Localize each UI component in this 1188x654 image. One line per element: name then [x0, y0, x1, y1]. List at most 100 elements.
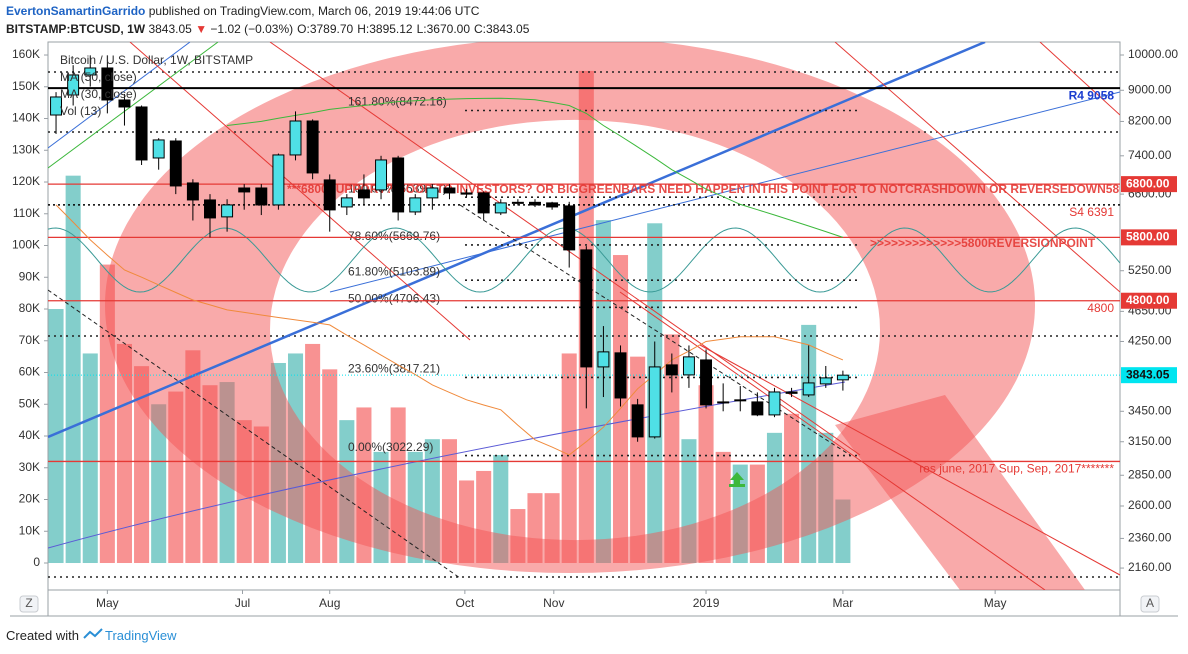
trend-line — [329, 91, 1120, 293]
candle-body — [819, 377, 832, 385]
price-label-box — [1121, 292, 1177, 309]
fib-label: 61.80%(5103.89) — [348, 264, 440, 278]
candle-body — [50, 96, 63, 116]
symbol-line: BITSTAMP:BTCUSD, 1W 3843.05 ▼ −1.02 (−0.… — [6, 22, 529, 36]
candle-body — [409, 197, 422, 213]
candle-body — [357, 189, 370, 199]
candle-body — [84, 67, 97, 76]
price-label-box — [1121, 176, 1177, 193]
y2-tick-label: 130K — [12, 142, 40, 156]
x-tick-label: Jul — [235, 596, 250, 610]
author[interactable]: EvertonSamartinGarrido — [6, 4, 146, 18]
levels-layer: 161.80%(8472.16)100.00%(6539.57)78.60%(5… — [48, 87, 1133, 476]
candle-body — [460, 192, 473, 195]
last-price: 3843.05 — [148, 22, 192, 36]
candle-body — [631, 404, 644, 438]
y-tick-label: 2600.00 — [1128, 498, 1172, 512]
candle-body — [546, 202, 559, 208]
candle-body — [785, 391, 798, 394]
volume-bar — [134, 366, 150, 564]
arrow-icon — [730, 472, 744, 486]
candle-body — [101, 67, 114, 101]
candle-body — [700, 359, 713, 406]
volume-bar — [48, 309, 64, 564]
candle-body — [751, 401, 764, 416]
candle-body — [152, 139, 165, 159]
annotation: ***6800SUPPORT? GOOD TO INVESTORS? OR BI… — [287, 182, 1133, 196]
legend-entry: Vol (13) — [60, 104, 101, 118]
y2-tick-label: 110K — [13, 206, 40, 220]
scale-button-label[interactable]: A — [1146, 596, 1154, 610]
ohlc-key: O: — [297, 22, 310, 36]
trend-line — [129, 42, 471, 341]
ohlc-value: 3670.00 — [426, 22, 471, 36]
trend-line — [619, 291, 1046, 590]
y2-tick-label: 160K — [12, 47, 40, 61]
candle-body — [272, 154, 285, 206]
candle-body — [118, 99, 131, 108]
y2-tick-label: 80K — [19, 301, 40, 315]
trend-curve — [48, 381, 846, 549]
y2-tick-label: 90K — [19, 269, 40, 283]
y2-tick-label: 10K — [19, 523, 40, 537]
h-level-label: res june, 2017 Sup, Sep, 2017******* — [919, 462, 1114, 476]
legend-entry: MA (30, close) — [60, 87, 137, 101]
y2-tick-label: 70K — [19, 333, 40, 347]
candle-body — [563, 205, 576, 251]
footer-brand[interactable]: TradingView — [104, 628, 177, 643]
price-label: 6800.00 — [1126, 176, 1170, 190]
candle-body — [802, 382, 815, 396]
candle-body — [221, 204, 234, 218]
annotation: >>>>>>>>>>>>>5800REVERSIONPOINT — [870, 236, 1096, 250]
price-label: 5800.00 — [1126, 230, 1170, 244]
scale-button[interactable] — [19, 595, 39, 613]
candle-body — [204, 199, 216, 219]
candle-body — [648, 366, 661, 438]
y2-tick-label: 30K — [19, 460, 40, 474]
scale-button[interactable] — [1140, 595, 1160, 613]
y2-tick-label: 40K — [19, 428, 40, 442]
dashed-line — [459, 204, 851, 456]
ma-line — [227, 97, 844, 238]
volume-bar — [630, 356, 646, 564]
trend-line — [48, 42, 986, 439]
candle-body — [768, 391, 781, 416]
candle-body — [255, 187, 268, 206]
candle-body — [717, 401, 730, 404]
y-tick-label: 2360.00 — [1128, 531, 1172, 545]
h-level-label: S4 6391 — [1069, 205, 1114, 219]
candle-body — [169, 140, 182, 187]
h-level-label: 4800 — [1087, 301, 1114, 315]
volume-bar — [65, 175, 81, 564]
trend-line — [48, 42, 191, 149]
scale-button-label[interactable]: Z — [25, 596, 32, 610]
price-label: 4800.00 — [1126, 293, 1170, 307]
candle-body — [186, 182, 199, 201]
ohlc-key: L: — [416, 22, 427, 36]
x-tick-label: Nov — [543, 596, 564, 610]
candle-body — [289, 120, 302, 156]
y2-tick-label: 50K — [19, 396, 40, 410]
price-label-box — [1121, 367, 1177, 384]
x-tick-label: May — [96, 596, 119, 610]
price-label: 3843.05 — [1126, 367, 1170, 381]
fib-label: 50.00%(4706.43) — [348, 291, 440, 305]
y-tick-label: 9000.00 — [1128, 82, 1172, 96]
trend-line — [1039, 42, 1120, 116]
x-tick-label: Mar — [833, 596, 854, 610]
trend-line — [48, 42, 219, 169]
volume-bar — [116, 343, 132, 564]
symbol: BITSTAMP:BTCUSD, 1W — [6, 22, 146, 36]
candle-body — [135, 106, 148, 161]
candle-body — [323, 179, 336, 211]
labels-layer: 10000.009000.008200.007400.006600.005250… — [12, 47, 1178, 610]
candle-body — [734, 399, 747, 402]
candle-body — [426, 187, 439, 199]
volume-bar — [82, 353, 98, 564]
watermark-layer — [105, 42, 1085, 590]
ohlc-value: 3895.12 — [369, 22, 413, 36]
trend-line — [834, 42, 1120, 293]
watermark-ring — [105, 42, 1035, 573]
y-tick-label: 7400.00 — [1128, 148, 1172, 162]
